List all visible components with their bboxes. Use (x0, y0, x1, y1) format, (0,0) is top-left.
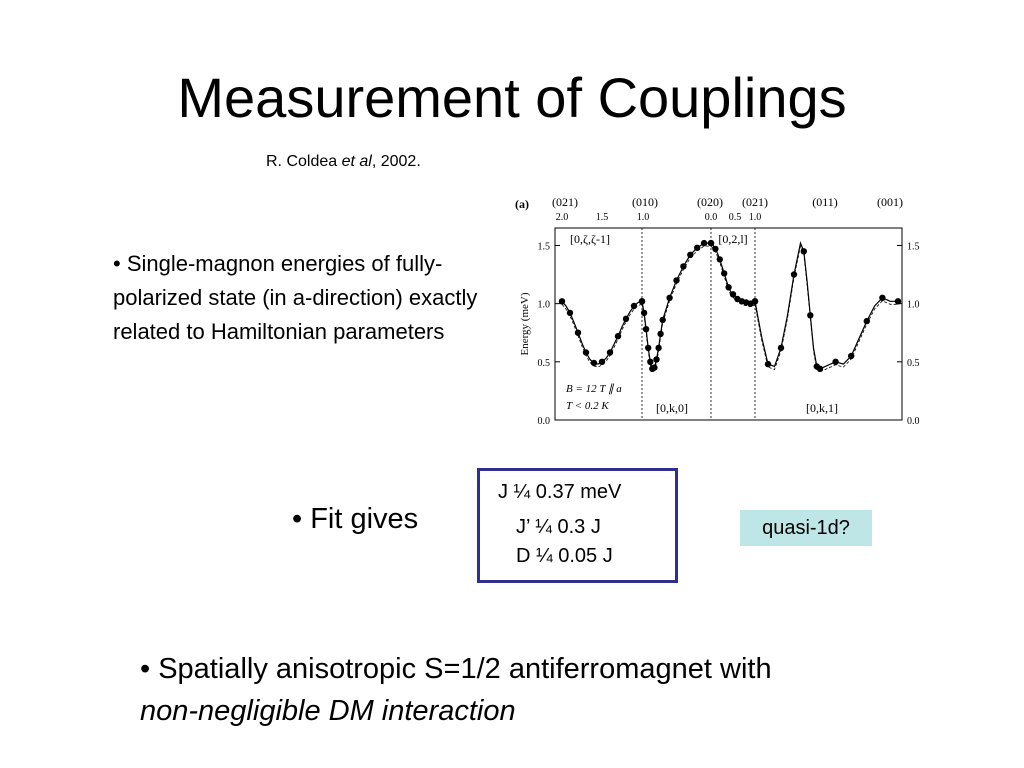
fit-curve-0 (561, 300, 643, 365)
data-point (848, 352, 855, 360)
annotation-field: B = 12 T ∥ a (566, 383, 622, 395)
quasi-1d-badge: quasi-1d? (740, 510, 872, 546)
y-tick-label-left: 1.0 (538, 300, 551, 311)
annotation-temperature: T < 0.2 K (566, 400, 609, 412)
bullet-magnon-energies: • Single-magnon energies of fully-polari… (113, 251, 478, 344)
fit-curve-dashed-1 (641, 245, 711, 373)
data-point (651, 364, 658, 371)
fit-curve-4 (819, 297, 898, 370)
panel-direction-label: [0,2,l] (718, 232, 747, 246)
bottom-bullet-line1: • Spatially anisotropic S=1/2 antiferrom… (140, 653, 772, 685)
param-jprime: J’ ¼ 0.3 J (516, 516, 601, 538)
y-tick-label-left: 0.0 (538, 416, 551, 427)
top-tick-label: 0.5 (729, 212, 742, 223)
fit-curve-dashed-0 (561, 303, 643, 368)
top-tick-label: 2.0 (556, 212, 569, 223)
data-point (673, 277, 680, 284)
data-point (582, 349, 590, 356)
data-point (614, 333, 622, 340)
citation-etal: et al (341, 153, 372, 170)
fit-parameters-box: J ¼ 0.37 meV J’ ¼ 0.3 J D ¼ 0.05 J (477, 468, 678, 583)
data-point (666, 294, 673, 301)
data-point (653, 356, 660, 363)
data-point (832, 358, 839, 365)
param-d: D ¼ 0.05 J (516, 545, 613, 567)
fit-curve-dashed-4 (819, 300, 898, 373)
top-reflection-label: (021) (742, 195, 768, 209)
data-point (764, 360, 772, 368)
data-point (598, 358, 606, 365)
data-point (657, 330, 664, 338)
data-point (729, 291, 737, 298)
slide-title: Measurement of Couplings (177, 66, 847, 129)
fit-curve-dashed-3 (754, 244, 821, 373)
y-tick-label-right: 0.5 (907, 358, 920, 369)
data-point (659, 316, 666, 324)
top-reflection-label: (020) (697, 195, 723, 209)
fit-curve-3 (754, 241, 821, 370)
top-tick-label: 0.0 (705, 212, 718, 223)
top-reflection-label: (011) (812, 195, 838, 209)
data-point (777, 344, 785, 352)
data-point (622, 315, 630, 322)
data-point (721, 270, 728, 277)
data-point (800, 248, 807, 255)
data-point (642, 326, 650, 333)
data-point (647, 358, 654, 365)
data-point (894, 298, 902, 305)
top-tick-label: 1.5 (596, 212, 609, 223)
data-point (655, 344, 662, 352)
data-point (680, 263, 687, 270)
plot-frame (554, 227, 903, 421)
data-point (566, 309, 574, 317)
panel-direction-label: [0,k,0] (656, 401, 688, 415)
data-point (712, 245, 719, 253)
y-tick-label-left: 1.5 (538, 241, 551, 252)
y-tick-label-right: 1.5 (907, 241, 920, 252)
top-tick-label: 1.0 (749, 212, 762, 223)
data-point (640, 309, 648, 317)
data-point (707, 239, 715, 247)
data-point (725, 284, 732, 291)
y-axis-label: Energy (meV) (519, 292, 531, 355)
bottom-bullet-line2: non-negligible DM interaction (140, 695, 516, 727)
data-point (790, 271, 798, 278)
data-point (558, 298, 566, 305)
data-point (863, 317, 870, 325)
data-point (606, 349, 614, 356)
data-point (645, 344, 652, 352)
fit-gives-label: • Fit gives (292, 503, 419, 535)
data-point (590, 359, 598, 367)
citation: R. Coldea et al, 2002. (266, 153, 421, 171)
panel-direction-label: [0,k,1] (806, 401, 838, 415)
y-tick-label-right: 0.0 (907, 416, 920, 427)
data-point (574, 329, 582, 336)
bottom-bullet: • Spatially anisotropic S=1/2 antiferrom… (140, 648, 772, 732)
data-point (638, 298, 646, 305)
data-point (716, 256, 723, 263)
y-tick-label-left: 0.5 (538, 358, 551, 369)
panel-direction-label: [0,ζ,ζ-1] (570, 232, 610, 246)
param-j: J ¼ 0.37 meV (498, 481, 622, 503)
data-point (807, 312, 814, 319)
top-reflection-label: (021) (552, 195, 578, 209)
top-reflection-label: (010) (632, 195, 658, 209)
citation-author: R. Coldea (266, 153, 342, 170)
top-tick-label: 1.0 (637, 212, 650, 223)
data-point (687, 251, 694, 258)
data-point (879, 294, 886, 301)
panel-label: (a) (515, 197, 529, 211)
data-point (694, 244, 701, 251)
data-point (751, 298, 759, 305)
citation-year: , 2002. (371, 153, 421, 170)
y-tick-label-right: 1.0 (907, 300, 920, 311)
dispersion-figure: 0.0 0.0 0.5 0.5 1.0 1.0 1.5 1.5 Energy (meV) (a) (… (515, 195, 920, 427)
fit-curve-1 (641, 242, 711, 370)
data-point (816, 365, 824, 372)
top-reflection-label: (001) (877, 195, 903, 209)
data-point (700, 239, 708, 247)
data-point (630, 302, 638, 310)
